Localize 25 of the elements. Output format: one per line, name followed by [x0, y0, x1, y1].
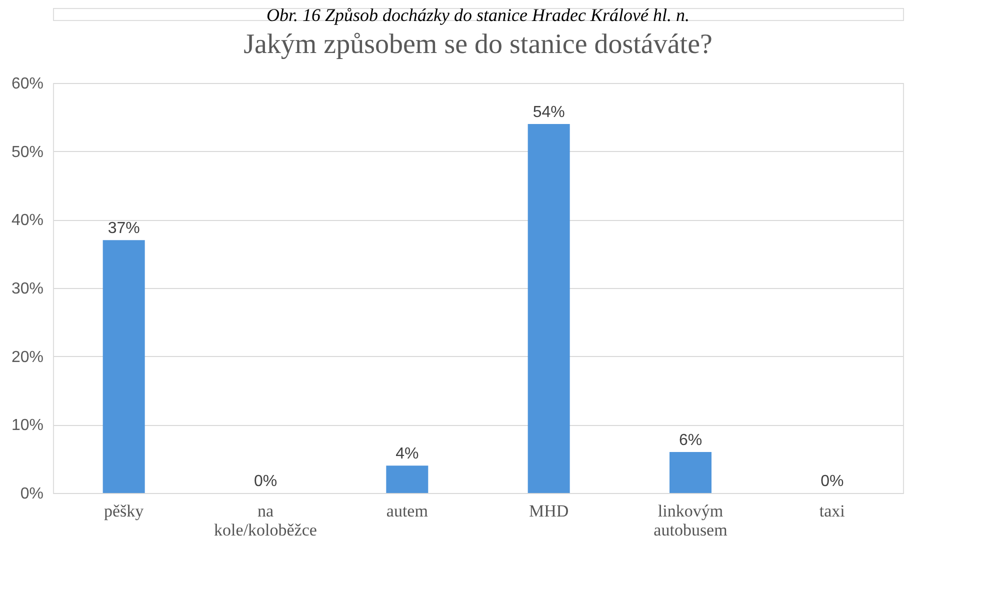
bar	[670, 452, 712, 493]
x-tick-label: MHD	[528, 502, 569, 520]
x-tick-label: pěšky	[104, 502, 144, 520]
bar	[386, 466, 428, 493]
x-tick-label: taxi	[819, 502, 846, 520]
chart-title: Jakým způsobem se do stanice dostáváte?	[244, 29, 712, 60]
y-tick-label: 40%	[11, 212, 44, 230]
y-tick-label: 10%	[11, 417, 44, 434]
data-label: 0%	[254, 473, 278, 490]
y-tick-label: 30%	[11, 280, 44, 298]
bar	[102, 240, 145, 493]
data-label: 4%	[396, 446, 419, 463]
bar	[528, 124, 570, 493]
y-tick-label: 50%	[11, 144, 44, 161]
x-tick-label: linkovým autobusem	[654, 502, 728, 540]
data-label: 37%	[108, 220, 140, 238]
y-tick-label: 20%	[11, 348, 44, 366]
text: Obr. 16 Způsob docházky do stanice Hradec Králové hl. n.	[266, 5, 690, 25]
data-label: 6%	[678, 432, 702, 449]
data-label: 54%	[532, 104, 565, 121]
y-tick-label: 60%	[11, 76, 44, 92]
y-tick-label: 0%	[20, 486, 44, 502]
x-tick-label: na kole/koloběžce	[214, 502, 317, 540]
data-label: 0%	[820, 473, 844, 490]
x-tick-label: autem	[386, 502, 428, 520]
